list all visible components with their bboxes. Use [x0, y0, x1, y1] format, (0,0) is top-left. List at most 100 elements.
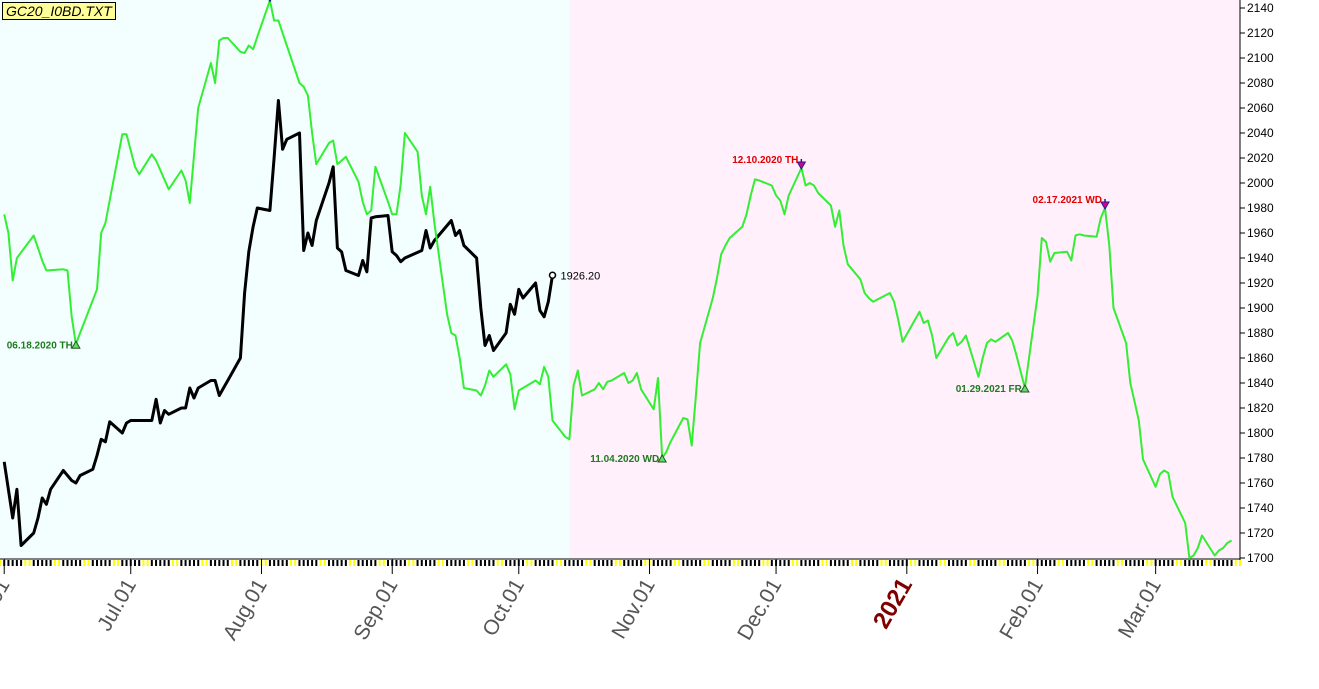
- day-tick: [96, 560, 99, 566]
- day-tick: [70, 560, 73, 566]
- day-tick: [829, 560, 832, 566]
- day-tick: [1230, 560, 1233, 566]
- day-tick: [281, 560, 284, 566]
- day-tick: [509, 560, 512, 566]
- day-tick: [1222, 560, 1225, 566]
- day-tick: [526, 560, 529, 566]
- day-tick: [323, 560, 326, 566]
- day-tick: [888, 560, 891, 566]
- day-tick: [1015, 560, 1018, 566]
- day-tick: [521, 560, 524, 566]
- day-tick: [290, 560, 293, 566]
- day-tick: [749, 560, 752, 566]
- day-tick: [112, 560, 115, 566]
- low-marker-arrow: [1020, 383, 1030, 393]
- day-tick: [610, 560, 613, 566]
- day-tick: [193, 560, 196, 566]
- day-tick: [133, 560, 136, 566]
- day-tick: [1129, 560, 1132, 566]
- day-tick: [614, 560, 617, 566]
- day-tick: [1074, 560, 1077, 566]
- day-tick: [1133, 560, 1136, 566]
- day-tick: [327, 560, 330, 566]
- day-tick: [1011, 560, 1014, 566]
- day-tick: [36, 560, 39, 566]
- day-tick: [1002, 560, 1005, 566]
- day-tick: [505, 560, 508, 566]
- day-tick: [855, 560, 858, 566]
- day-tick: [593, 560, 596, 566]
- y-tick-label: 1800: [1247, 426, 1274, 440]
- day-tick: [766, 560, 769, 566]
- day-tick: [53, 560, 56, 566]
- day-tick: [1019, 560, 1022, 566]
- day-tick: [1099, 560, 1102, 566]
- day-tick: [496, 560, 499, 566]
- day-tick: [1239, 560, 1241, 566]
- day-tick: [762, 560, 765, 566]
- day-tick: [399, 560, 402, 566]
- day-tick: [49, 560, 52, 566]
- day-tick: [268, 560, 271, 566]
- day-tick: [294, 560, 297, 566]
- day-tick: [551, 560, 554, 566]
- day-tick: [349, 560, 352, 566]
- day-tick: [644, 560, 647, 566]
- day-tick: [682, 560, 685, 566]
- day-tick: [462, 560, 465, 566]
- day-tick: [45, 560, 48, 566]
- day-tick: [1234, 560, 1237, 566]
- day-tick: [694, 560, 697, 566]
- day-tick: [467, 560, 470, 566]
- day-tick: [914, 560, 917, 566]
- day-tick: [446, 560, 449, 566]
- day-tick: [804, 560, 807, 566]
- day-tick: [159, 560, 162, 566]
- day-tick: [690, 560, 693, 566]
- day-tick: [239, 560, 242, 566]
- day-tick: [859, 560, 862, 566]
- day-tick: [728, 560, 731, 566]
- y-tick-label: 1920: [1247, 276, 1274, 290]
- month-label-7: 2021: [868, 574, 918, 634]
- low-annotation-3: 11.04.2020 WD: [590, 454, 659, 465]
- day-tick: [7, 560, 10, 566]
- day-tick: [138, 560, 141, 566]
- day-tick: [969, 560, 972, 566]
- month-label-1: Jul.01: [93, 575, 141, 635]
- y-tick-label: 2080: [1247, 76, 1274, 90]
- y-tick-label: 1980: [1247, 201, 1274, 215]
- day-tick: [576, 560, 579, 566]
- day-tick: [256, 560, 259, 566]
- day-tick: [572, 560, 575, 566]
- day-tick: [1078, 560, 1081, 566]
- day-tick: [1044, 560, 1047, 566]
- y-tick-label: 2060: [1247, 101, 1274, 115]
- day-tick: [918, 560, 921, 566]
- day-tick: [661, 560, 664, 566]
- day-tick: [420, 560, 423, 566]
- day-tick: [808, 560, 811, 566]
- day-tick: [935, 560, 938, 566]
- day-tick: [1167, 560, 1170, 566]
- day-tick: [1175, 560, 1178, 566]
- day-tick: [724, 560, 727, 566]
- day-tick: [985, 560, 988, 566]
- day-tick: [838, 560, 841, 566]
- month-label-9: Mar.01: [1114, 575, 1166, 642]
- day-tick: [1087, 560, 1090, 566]
- day-tick: [306, 560, 309, 566]
- day-tick: [1184, 560, 1187, 566]
- day-tick: [197, 560, 200, 566]
- day-tick: [770, 560, 773, 566]
- day-tick: [753, 560, 756, 566]
- day-tick: [429, 560, 432, 566]
- day-tick: [1217, 560, 1220, 566]
- y-tick-label: 1720: [1247, 526, 1274, 540]
- day-tick: [209, 560, 212, 566]
- last-value-marker: [548, 271, 557, 279]
- y-tick-label: 1780: [1247, 451, 1274, 465]
- day-tick: [741, 560, 744, 566]
- day-tick: [745, 560, 748, 566]
- day-tick: [91, 560, 94, 566]
